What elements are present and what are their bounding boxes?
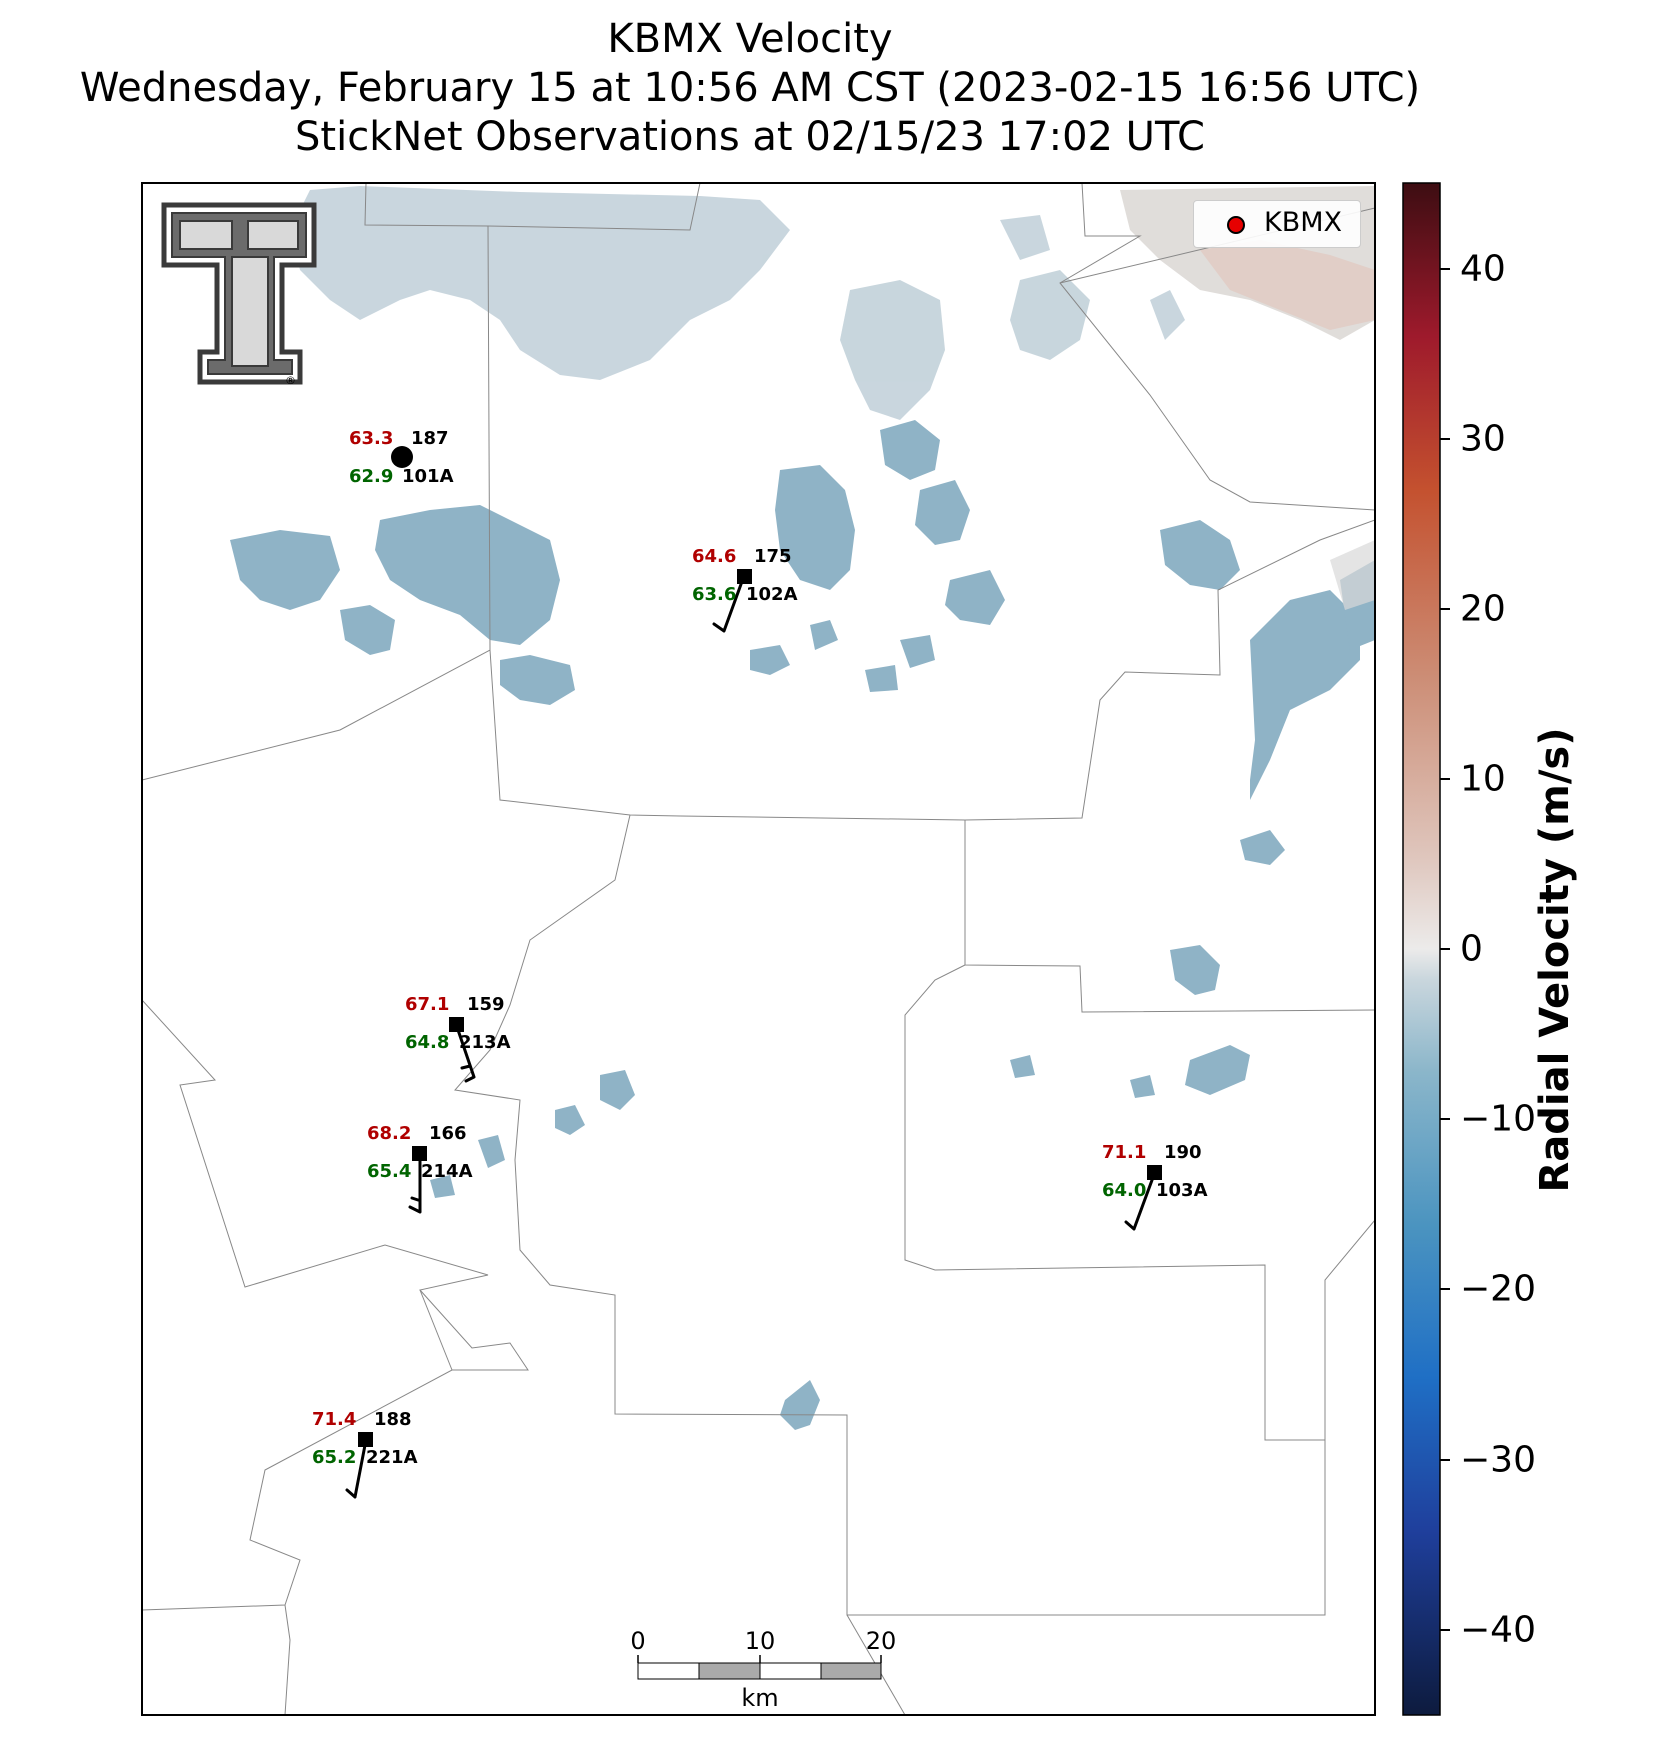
station-101A-id: 101A <box>402 466 454 487</box>
station-213A-marker <box>449 1017 464 1032</box>
station-101A-dir: 187 <box>411 428 449 449</box>
colorbar-tick-label: 30 <box>1460 418 1506 460</box>
station-214A-id: 214A <box>421 1161 473 1182</box>
colorbar-tick-label: 20 <box>1460 588 1506 630</box>
scale-label-10: 10 <box>744 1627 776 1655</box>
station-213A-temp: 67.1 <box>405 994 450 1015</box>
station-221A-dew: 65.2 <box>312 1447 357 1468</box>
station-221A-temp: 71.4 <box>312 1409 357 1430</box>
station-214A-marker <box>412 1146 427 1161</box>
station-101A-marker <box>391 446 413 468</box>
colorbar-tick-label: −20 <box>1460 1268 1536 1310</box>
map-frame <box>141 182 1376 1716</box>
station-102A-dir: 175 <box>754 546 792 567</box>
colorbar-tick-label: −30 <box>1460 1439 1536 1481</box>
legend: KBMX <box>1193 200 1361 248</box>
station-103A-temp: 71.1 <box>1102 1142 1147 1163</box>
station-103A-dir: 190 <box>1164 1142 1202 1163</box>
station-214A-temp: 68.2 <box>367 1123 412 1144</box>
wind-barbs <box>345 574 1157 1499</box>
map-subtitle-obs: StickNet Observations at 02/15/23 17:02 … <box>295 114 1205 160</box>
colorbar-ticks <box>1440 268 1450 1631</box>
scale-label-20: 20 <box>865 1627 897 1655</box>
station-103A-id: 103A <box>1156 1180 1208 1201</box>
colorbar <box>1402 182 1441 1716</box>
station-213A-id: 213A <box>459 1032 511 1053</box>
colorbar-tick-label: 10 <box>1460 758 1506 800</box>
station-102A-marker <box>737 569 752 584</box>
colorbar-tick-label: 40 <box>1460 248 1506 290</box>
station-214A-dew: 65.4 <box>367 1161 412 1182</box>
scale-unit: km <box>741 1684 779 1712</box>
station-102A-dew: 63.6 <box>692 584 737 605</box>
station-213A-dir: 159 <box>467 994 505 1015</box>
station-markers <box>358 446 1162 1447</box>
station-101A-dew: 62.9 <box>349 466 394 487</box>
station-214A-dir: 166 <box>429 1123 467 1144</box>
station-103A-marker <box>1147 1165 1162 1180</box>
scale-label-0: 0 <box>630 1627 646 1655</box>
radar-site-marker-icon <box>1227 216 1245 234</box>
texas-tech-logo <box>161 202 317 385</box>
station-221A-id: 221A <box>366 1447 418 1468</box>
station-102A-temp: 64.6 <box>692 546 737 567</box>
legend-label: KBMX <box>1264 207 1343 238</box>
station-221A-marker <box>358 1432 373 1447</box>
station-221A-dir: 188 <box>374 1409 412 1430</box>
colorbar-tick-label: −40 <box>1460 1609 1536 1651</box>
station-102A-id: 102A <box>746 584 798 605</box>
map-title: KBMX Velocity <box>607 16 893 62</box>
station-101A-temp: 63.3 <box>349 428 394 449</box>
colorbar-tick-label: −10 <box>1460 1098 1536 1140</box>
colorbar-tick-label: 0 <box>1460 928 1483 970</box>
station-103A-dew: 64.0 <box>1102 1180 1147 1201</box>
radar-echoes <box>230 186 1375 1430</box>
scale-bar <box>637 1655 882 1680</box>
logo-registered-mark: ® <box>285 374 296 387</box>
map-subtitle-time: Wednesday, February 15 at 10:56 AM CST (… <box>79 65 1421 111</box>
station-213A-dew: 64.8 <box>405 1032 450 1053</box>
